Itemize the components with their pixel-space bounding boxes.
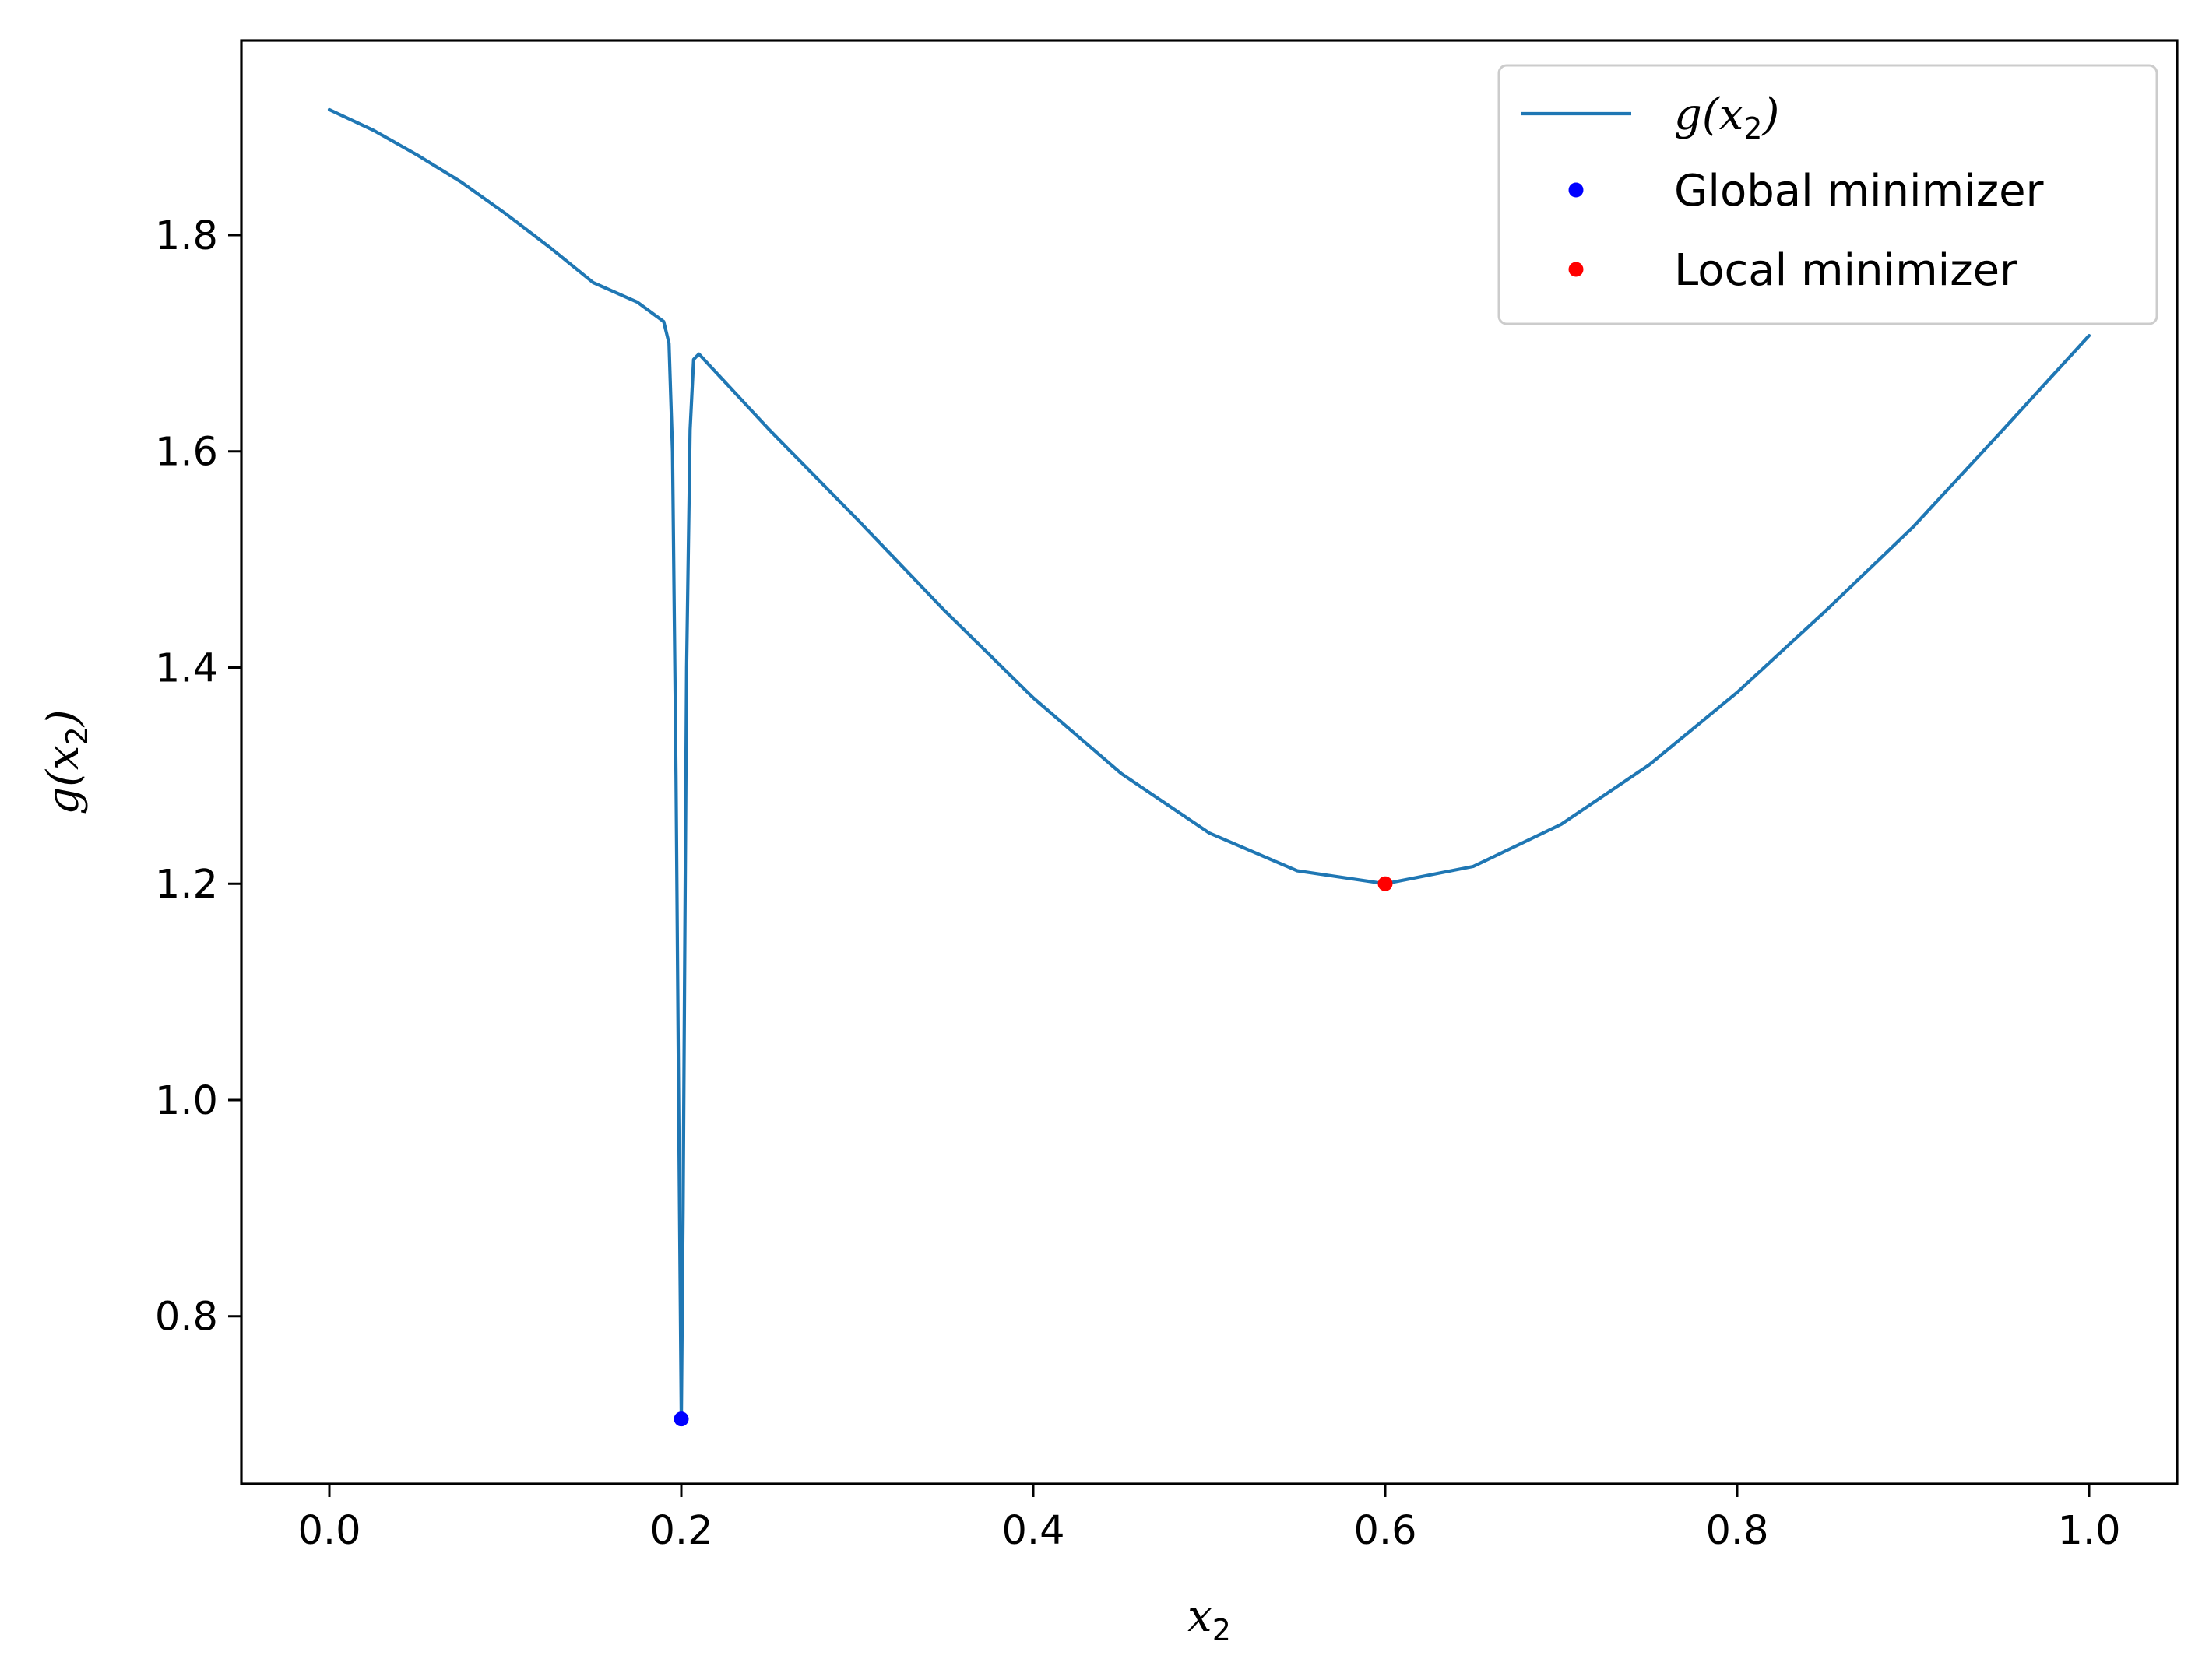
x-tick-label: 0.6 [1353,1508,1416,1554]
y-tick-label: 0.8 [155,1295,218,1341]
y-axis-ticks: 0.8 1.0 1.2 1.4 1.6 1.8 [155,213,241,1341]
y-tick-label: 1.8 [155,213,218,259]
axes-frame [240,39,2179,1485]
legend-label-global-minimizer: Global minimizer [1674,166,2045,216]
legend-marker-local-minimizer [1568,262,1584,277]
y-tick-label: 1.0 [155,1078,218,1124]
x-axis-label: x2 [1187,1591,1231,1647]
y-tick-label: 1.4 [155,645,218,691]
series-line-g-x2 [327,107,2091,1421]
x-tick-label: 0.4 [1001,1508,1064,1554]
x-tick-label: 0.8 [1705,1508,1768,1554]
x-tick-label: 0.0 [297,1508,361,1554]
legend-label-local-minimizer: Local minimizer [1674,245,2018,296]
legend-label-g-x-2-: g(x2) [1674,90,1779,146]
legend: g(x2) Global minimizer Local minimizer [1497,64,2158,325]
legend-marker-global-minimizer [1568,182,1584,198]
y-tick-label: 1.2 [155,862,218,908]
y-axis-label: g(x2) [38,709,94,814]
x-tick-label: 1.0 [2057,1508,2120,1554]
local-minimizer-point [1377,876,1393,891]
plot-area [327,107,2091,1427]
legend-box [1497,64,2158,325]
x-tick-label: 0.2 [649,1508,712,1554]
y-tick-label: 1.6 [155,430,218,476]
x-axis-ticks: 0.0 0.2 0.4 0.6 0.8 1.0 [297,1484,2121,1554]
global-minimizer-point [674,1411,689,1427]
